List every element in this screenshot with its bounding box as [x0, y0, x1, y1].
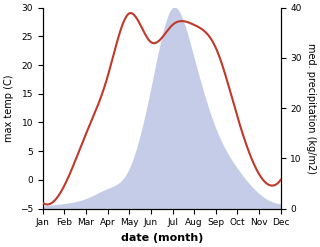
Y-axis label: med. precipitation (kg/m2): med. precipitation (kg/m2)	[306, 43, 316, 174]
Y-axis label: max temp (C): max temp (C)	[4, 74, 14, 142]
X-axis label: date (month): date (month)	[121, 233, 203, 243]
